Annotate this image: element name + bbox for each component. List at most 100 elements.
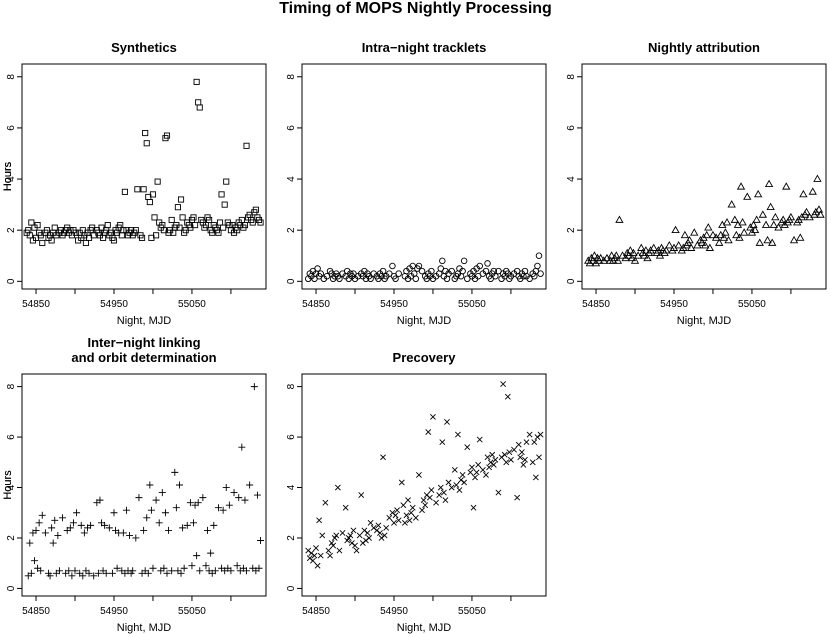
y-tick-label: 0 xyxy=(6,278,17,284)
data-point xyxy=(218,191,225,198)
data-point xyxy=(454,431,461,438)
data-point xyxy=(444,419,450,425)
data-point xyxy=(241,222,249,229)
data-point xyxy=(51,516,59,524)
x-tick-label: 54950 xyxy=(380,299,408,310)
data-point xyxy=(233,562,241,570)
data-point xyxy=(142,129,149,137)
panel-title: Nightly attribution xyxy=(648,40,760,55)
data-point xyxy=(680,230,690,239)
data-point xyxy=(144,569,152,577)
data-point xyxy=(179,524,187,532)
data-point xyxy=(469,464,475,471)
data-point xyxy=(73,509,81,517)
data-point xyxy=(643,253,652,262)
data-point xyxy=(755,238,764,246)
data-point xyxy=(317,270,324,277)
data-point xyxy=(243,567,251,575)
data-point xyxy=(504,393,511,400)
data-point xyxy=(515,441,522,448)
data-point xyxy=(110,237,118,244)
data-point xyxy=(749,220,758,228)
data-point xyxy=(353,547,360,554)
data-point xyxy=(66,524,74,532)
data-point xyxy=(38,511,46,519)
data-point xyxy=(158,489,166,497)
panel-3: Nightly attribution 54850 54950 55050 0 2 4 6 8 N… xyxy=(2,40,827,327)
data-point xyxy=(460,257,468,265)
data-point xyxy=(194,499,202,507)
data-point xyxy=(786,212,796,221)
x-tick-label: 55050 xyxy=(458,299,486,310)
data-point xyxy=(395,270,402,277)
data-point xyxy=(39,239,46,247)
data-point xyxy=(492,456,499,463)
data-point xyxy=(799,189,808,198)
data-point xyxy=(408,509,415,516)
data-point xyxy=(437,484,444,491)
data-point xyxy=(30,557,38,565)
data-point xyxy=(82,239,89,247)
data-point xyxy=(190,214,197,221)
data-point xyxy=(146,481,154,489)
data-point xyxy=(347,532,354,539)
y-axis-label: Hours xyxy=(2,470,14,500)
data-point xyxy=(211,567,219,575)
panel-1: Synthetics 54850 54950 55050 0 2 4 6 8 Night, MJD… xyxy=(2,40,267,327)
data-point xyxy=(476,262,483,270)
y-tick-label: 4 xyxy=(566,176,577,182)
data-point xyxy=(517,454,524,461)
x-tick-label: 54950 xyxy=(380,606,408,617)
data-point xyxy=(719,233,729,241)
data-point xyxy=(722,218,732,226)
data-point xyxy=(436,492,443,499)
y-tick-label: 0 xyxy=(286,278,297,284)
y-axis-label: Hours xyxy=(2,470,14,500)
data-point xyxy=(193,78,200,85)
data-point xyxy=(596,253,605,262)
data-point xyxy=(105,524,113,532)
data-point xyxy=(165,526,173,534)
data-point xyxy=(152,496,160,504)
data-point xyxy=(96,496,104,504)
data-point xyxy=(238,443,246,451)
data-point xyxy=(470,504,477,511)
data-point xyxy=(140,526,148,534)
data-point xyxy=(146,199,153,206)
data-point xyxy=(177,569,185,577)
plot-frame xyxy=(21,373,267,597)
data-point xyxy=(816,210,825,218)
data-point xyxy=(768,238,777,246)
data-point xyxy=(405,497,411,504)
data-point xyxy=(484,260,491,267)
data-point xyxy=(252,206,259,213)
data-point xyxy=(459,471,466,478)
y-tick-label: 8 xyxy=(286,383,297,389)
data-point xyxy=(364,530,371,536)
data-point xyxy=(630,256,640,264)
data-point xyxy=(216,219,224,226)
data-point xyxy=(241,496,249,504)
data-point xyxy=(222,484,230,492)
data-point xyxy=(175,481,183,489)
data-point xyxy=(626,246,635,254)
data-point xyxy=(406,517,413,524)
data-point xyxy=(126,531,134,539)
panel-title: Precovery xyxy=(393,350,457,365)
data-point xyxy=(230,489,238,497)
data-point xyxy=(764,179,774,188)
data-point xyxy=(472,474,478,481)
data-point xyxy=(32,526,40,534)
data-point xyxy=(249,219,256,226)
data-point xyxy=(475,461,482,468)
main-title: Timing of MOPS Nightly Processing xyxy=(279,0,552,17)
data-point xyxy=(700,241,710,249)
data-point xyxy=(132,534,140,542)
data-point xyxy=(336,547,343,554)
data-point xyxy=(69,519,77,527)
data-point xyxy=(492,272,499,280)
data-point xyxy=(196,104,203,111)
data-point xyxy=(87,521,95,529)
y-axis-label: Hours xyxy=(2,161,14,191)
